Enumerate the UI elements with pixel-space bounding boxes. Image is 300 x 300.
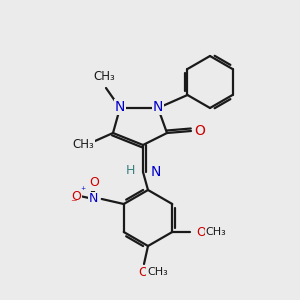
Text: N: N <box>151 165 161 179</box>
Text: H: H <box>126 164 135 176</box>
Text: ⁺: ⁺ <box>80 186 86 196</box>
Text: O: O <box>71 190 81 202</box>
Text: CH₃: CH₃ <box>93 70 115 83</box>
Text: O: O <box>138 266 148 278</box>
Text: O: O <box>195 124 206 138</box>
Text: N: N <box>153 100 163 114</box>
Text: CH₃: CH₃ <box>147 267 168 277</box>
Text: O: O <box>89 176 99 190</box>
Text: ⁻: ⁻ <box>70 197 77 211</box>
Text: O: O <box>196 226 206 238</box>
Text: CH₃: CH₃ <box>72 139 94 152</box>
Text: N: N <box>115 100 125 114</box>
Text: N: N <box>89 193 98 206</box>
Text: CH₃: CH₃ <box>205 227 226 237</box>
